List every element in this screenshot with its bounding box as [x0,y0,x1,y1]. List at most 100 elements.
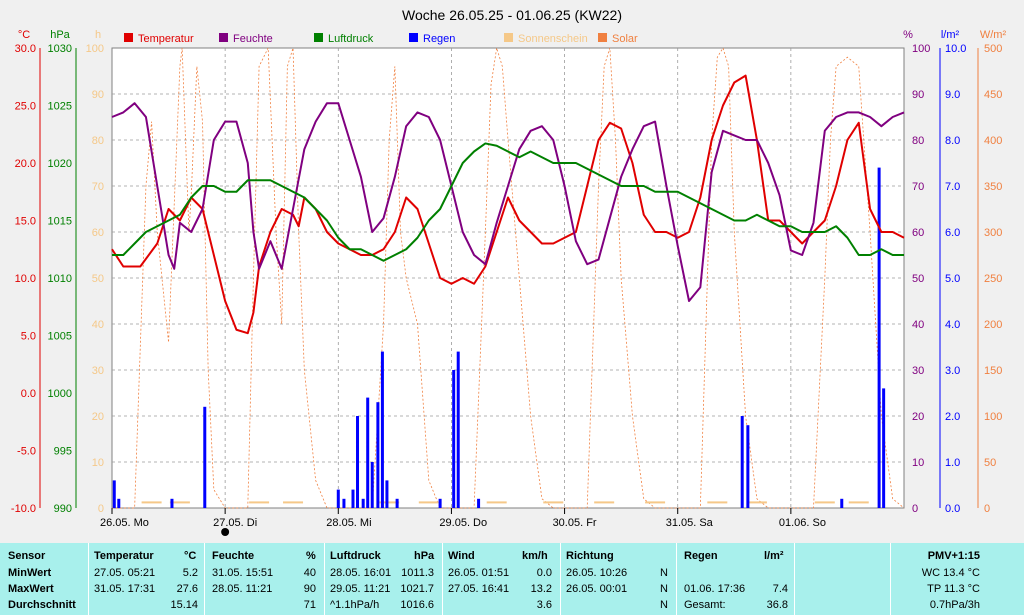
hum-tick-label: 40 [912,319,924,331]
sun-tick-label: 60 [92,227,104,239]
hum-tick-label: 80 [912,135,924,147]
rain-bar [840,498,844,508]
sun-tick-label: 50 [92,273,104,285]
hum-value: 40 [303,567,316,579]
press-time: ^1.1hPa/h [330,599,380,611]
rain-tick-label: 5.0 [945,273,960,285]
solar-tick-label: 200 [984,319,1002,331]
temp-tick-label: 5.0 [21,331,36,343]
legend-swatch [504,33,513,42]
rain-tick-label: 9.0 [945,89,960,101]
hum-time: 31.05. 15:51 [212,567,274,579]
sun-tick-label: 10 [92,457,104,469]
hum-tick-label: 0 [912,503,918,515]
wind-time: 27.05. 16:41 [448,583,510,595]
rain-bar [452,370,456,508]
press-value: 1021.7 [400,583,434,595]
press-axis-unit: hPa [50,29,70,41]
dir-value: N [660,599,668,611]
pmv-value: 0.7hPa/3h [929,599,980,611]
solar-tick-label: 250 [984,273,1002,285]
wind-value: 0.0 [536,567,552,579]
solar-tick-label: 400 [984,135,1002,147]
feuchte-line [111,102,905,302]
sunshine-bar [283,501,304,504]
rain-bar [356,416,360,508]
legend-label: Temperatur [138,33,194,45]
press-tick-label: 1025 [48,101,72,113]
day-label: 26.05. Mo [100,517,149,529]
solar-axis-unit: W/m² [980,29,1007,41]
rain-bar [395,498,399,508]
sunshine-bar [486,501,507,504]
solar-tick-label: 150 [984,365,1002,377]
hum-tick-label: 60 [912,227,924,239]
legend-label: Solar [612,33,638,45]
press-tick-label: 1010 [48,273,72,285]
rain-bar [366,397,370,508]
hum-tick-label: 90 [912,89,924,101]
current-marker [221,528,230,536]
rain-tick-label: 1.0 [945,457,960,469]
stat-row-label: MaxWert [8,583,54,595]
solar-tick-label: 500 [984,43,1002,55]
rain-time: Gesamt: [684,599,726,611]
solar-tick-label: 100 [984,411,1002,423]
hum-value: 71 [303,599,316,611]
dir-value: N [660,583,668,595]
sun-tick-label: 20 [92,411,104,423]
sunshine-bar [169,501,190,504]
legend-swatch [314,33,323,42]
hum-tick-label: 30 [912,365,924,377]
rain-bar [342,498,346,508]
rain-bar [351,489,355,508]
luftdruck-line [112,142,904,262]
day-label: 28.05. Mi [326,517,371,529]
temp-axis-unit: °C [18,29,30,41]
sunshine-bar [645,501,666,504]
sunshine-bar [814,501,835,504]
legend-label: Regen [423,33,455,45]
sunshine-bar [848,501,869,504]
hum-tick-label: 10 [912,457,924,469]
legend-swatch [409,33,418,42]
stat-row-label: MinWert [8,567,52,579]
press-tick-label: 1020 [48,158,72,170]
statistics-table: Sensor Temperatur °C Feuchte % Luftdruck… [0,543,1024,615]
hum-header: Feuchte [212,550,255,562]
rain-bar [385,480,389,508]
press-tick-label: 995 [54,446,72,458]
wind-header: Wind [448,550,475,562]
dir-value: N [660,567,668,579]
rain-tick-label: 8.0 [945,135,960,147]
pmv-value: WC 13.4 °C [921,567,980,579]
rain-bar [380,351,384,508]
rain-bar [438,498,442,508]
press-time: 28.05. 16:01 [330,567,392,579]
solar-line [112,47,905,509]
dir-time: 26.05. 00:01 [566,583,628,595]
rain-value: 36.8 [766,599,788,611]
rain-bar [740,416,744,508]
rain-bar [203,406,207,508]
dir-header: Richtung [566,550,614,562]
rain-bar [170,498,174,508]
day-label: 27.05. Di [213,517,257,529]
solar-tick-label: 0 [984,503,990,515]
wind-unit: km/h [522,550,548,562]
solar-tick-label: 350 [984,181,1002,193]
hum-tick-label: 100 [912,43,930,55]
temp-value: 15.14 [170,599,198,611]
chart-title: Woche 26.05.25 - 01.06.25 (KW22) [402,7,622,23]
sun-tick-label: 80 [92,135,104,147]
rain-unit: l/m² [764,550,784,562]
rain-bar [336,489,340,508]
solar-tick-label: 450 [984,89,1002,101]
legend-swatch [219,33,228,42]
hum-value: 90 [303,583,316,595]
press-tick-label: 1030 [48,43,72,55]
temp-value: 27.6 [176,583,198,595]
rain-tick-label: 6.0 [945,227,960,239]
rain-bar [117,498,121,508]
temp-tick-label: -10.0 [11,503,36,515]
